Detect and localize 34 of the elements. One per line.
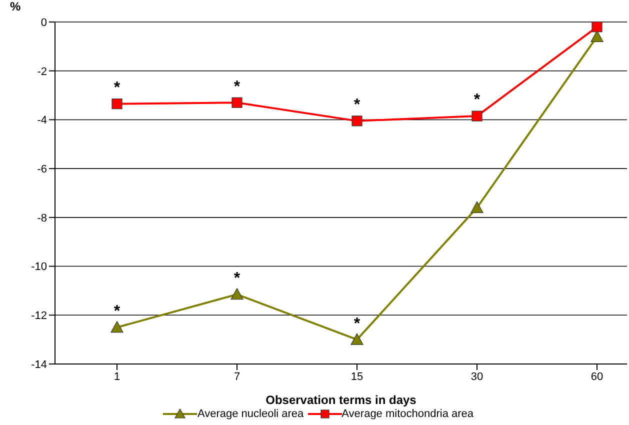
point bbox=[110, 321, 124, 333]
y-axis-title: % bbox=[10, 0, 21, 14]
annotation: * bbox=[474, 92, 481, 109]
annotation: * bbox=[114, 80, 121, 97]
legend-label: Average mitochondria area bbox=[342, 408, 474, 420]
annotation: * bbox=[234, 78, 241, 96]
point bbox=[470, 201, 484, 213]
point bbox=[352, 116, 362, 126]
point bbox=[472, 110, 482, 122]
annotation: * bbox=[114, 303, 121, 320]
y-tick-label: -12 bbox=[31, 310, 47, 322]
y-tick-label: 0 bbox=[40, 16, 47, 29]
annotation: * bbox=[354, 315, 361, 332]
x-tick-label: 60 bbox=[590, 370, 604, 383]
x-tick-label: 30 bbox=[470, 370, 484, 383]
y-tick-label: -2 bbox=[37, 66, 47, 78]
y-tick-label: -14 bbox=[31, 358, 47, 371]
y-tick-label: -4 bbox=[37, 114, 47, 127]
x-axis-title: Observation terms in days bbox=[266, 393, 417, 407]
point bbox=[230, 288, 244, 300]
annotation: * bbox=[354, 96, 361, 114]
point bbox=[350, 333, 364, 345]
point bbox=[112, 98, 122, 110]
y-tick-label: -10 bbox=[31, 261, 47, 274]
x-tick-label: 1 bbox=[114, 370, 120, 383]
point bbox=[590, 30, 604, 42]
x-tick-label: 15 bbox=[350, 370, 364, 383]
point bbox=[232, 97, 242, 108]
x-tick-label: 7 bbox=[234, 370, 240, 383]
point bbox=[592, 22, 602, 32]
legend-label: Average nucleoli area bbox=[197, 408, 304, 420]
y-tick-label: -8 bbox=[37, 212, 47, 224]
annotation: * bbox=[234, 270, 241, 288]
y-tick-label: -6 bbox=[37, 163, 47, 176]
